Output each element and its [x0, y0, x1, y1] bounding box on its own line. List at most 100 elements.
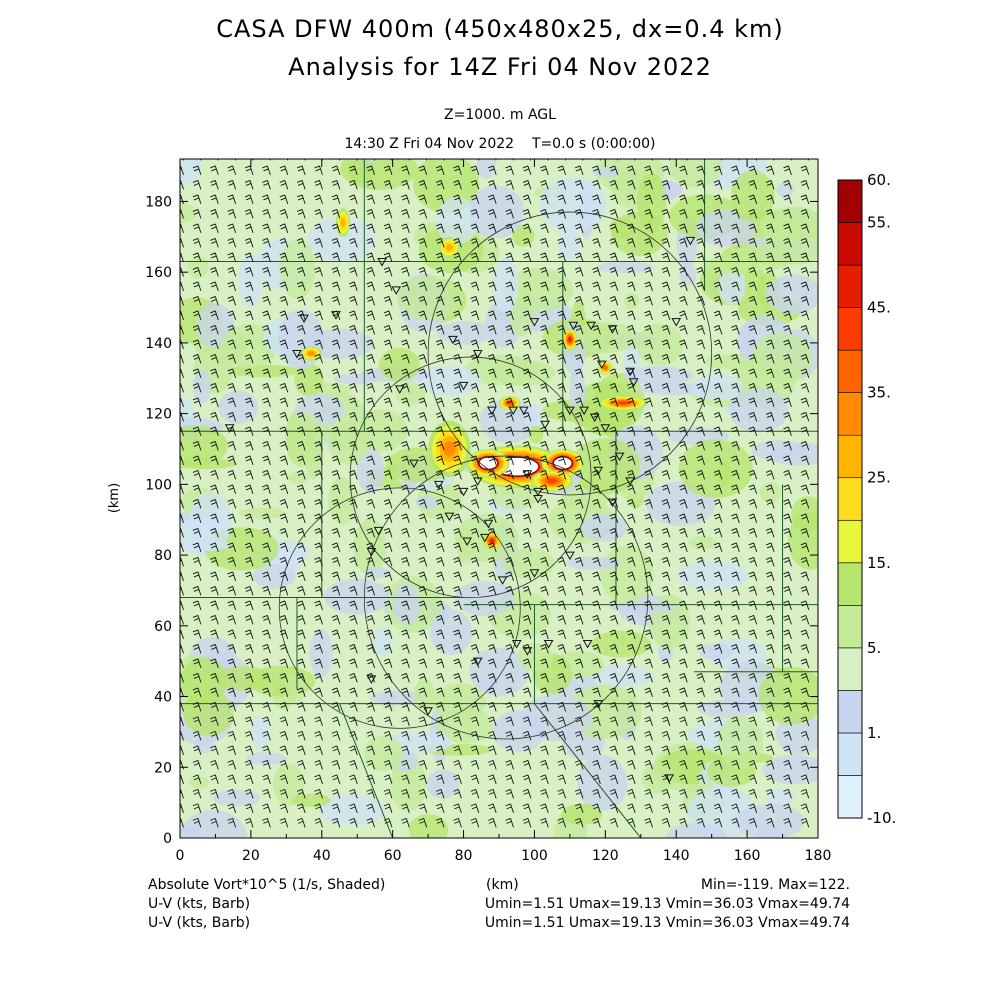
wind-barb [731, 440, 740, 451]
wind-barb [331, 803, 341, 814]
wind-barb [349, 774, 358, 785]
station-marker [586, 321, 597, 331]
wind-barb [418, 788, 428, 799]
field-patch [251, 715, 269, 750]
wind-barb [644, 455, 653, 466]
wind-barb [557, 208, 567, 219]
wind-barb [540, 817, 549, 828]
wind-barb [262, 716, 271, 727]
wind-barb [765, 542, 775, 553]
wind-barb [366, 788, 376, 799]
wind-barb [731, 223, 740, 234]
field-patch [238, 507, 286, 519]
wind-barb [210, 194, 219, 205]
wind-barb [192, 730, 202, 741]
wind-barb [522, 426, 532, 437]
wind-barb [331, 701, 341, 712]
wind-barb [557, 513, 567, 524]
colorbar-swatch [837, 647, 863, 691]
colorbar-label: -10. [867, 809, 896, 827]
wind-barb [244, 745, 254, 756]
wind-barb [522, 745, 532, 756]
wind-barb [765, 411, 775, 422]
wind-barb [644, 498, 653, 509]
wind-barb [783, 716, 792, 727]
wind-barb [279, 295, 289, 306]
wind-barb [296, 469, 306, 480]
wind-barb [800, 165, 810, 176]
wind-barb [349, 672, 358, 683]
wind-barb [574, 556, 584, 567]
wind-barb [644, 629, 653, 640]
wind-barb [487, 803, 497, 814]
wind-barb [470, 324, 480, 335]
wind-barb [401, 542, 410, 553]
storm-cell [445, 243, 453, 251]
wind-barb [522, 223, 532, 234]
x-tick-label: 40 [313, 848, 331, 864]
wind-barb [609, 208, 619, 219]
wind-barb [713, 208, 723, 219]
colorbar-swatch [837, 690, 863, 734]
wind-barb [540, 745, 549, 756]
wind-barb [314, 194, 323, 205]
wind-barb [244, 397, 254, 408]
wind-barb [696, 339, 706, 350]
wind-barb [192, 469, 202, 480]
wind-barb [592, 629, 601, 640]
wind-barb [696, 382, 706, 393]
wind-barb [800, 817, 810, 828]
wind-barb [279, 542, 289, 553]
wind-barb [279, 455, 289, 466]
wind-barb [227, 658, 237, 669]
wind-barb [661, 353, 671, 364]
wind-barb [435, 745, 445, 756]
wind-barb [192, 426, 202, 437]
wind-barb [557, 774, 567, 785]
wind-barb [180, 527, 184, 538]
wind-barb [557, 730, 567, 741]
wind-barb [349, 208, 358, 219]
wind-barb [557, 788, 567, 799]
wind-barb [453, 455, 462, 466]
wind-barb [227, 629, 237, 640]
wind-barb [418, 237, 428, 248]
wind-barb [609, 542, 619, 553]
wind-barb [800, 455, 810, 466]
wind-barb [180, 716, 184, 727]
wind-barb [574, 759, 584, 770]
wind-barb [192, 701, 202, 712]
wind-barb [748, 266, 758, 277]
wind-barb [696, 629, 706, 640]
wind-barb [262, 208, 271, 219]
wind-barb [314, 411, 323, 422]
station-marker [625, 477, 636, 486]
wind-barb [505, 223, 514, 234]
wind-barb [592, 803, 601, 814]
wind-barb [453, 600, 462, 611]
wind-barb [557, 803, 567, 814]
wind-barb [296, 339, 306, 350]
wind-barb [296, 614, 306, 625]
wind-barb [227, 455, 237, 466]
wind-barb [296, 426, 306, 437]
wind-barb [227, 803, 237, 814]
field-patch [469, 647, 529, 697]
colorbar-swatch [837, 349, 863, 393]
wind-barb [765, 759, 775, 770]
wind-barb [592, 687, 601, 698]
wind-barb [435, 571, 445, 582]
wind-barb [262, 817, 271, 828]
wind-barb [644, 179, 653, 190]
wind-barb [713, 237, 723, 248]
wind-barb [279, 165, 289, 176]
wind-barb [574, 542, 584, 553]
wind-barb [783, 252, 792, 263]
wind-barb [366, 252, 376, 263]
wind-barb [210, 382, 219, 393]
wind-barb [505, 716, 514, 727]
field-patch [333, 373, 378, 385]
wind-barb [296, 498, 306, 509]
station-marker [366, 675, 377, 684]
wind-barb [331, 571, 341, 582]
